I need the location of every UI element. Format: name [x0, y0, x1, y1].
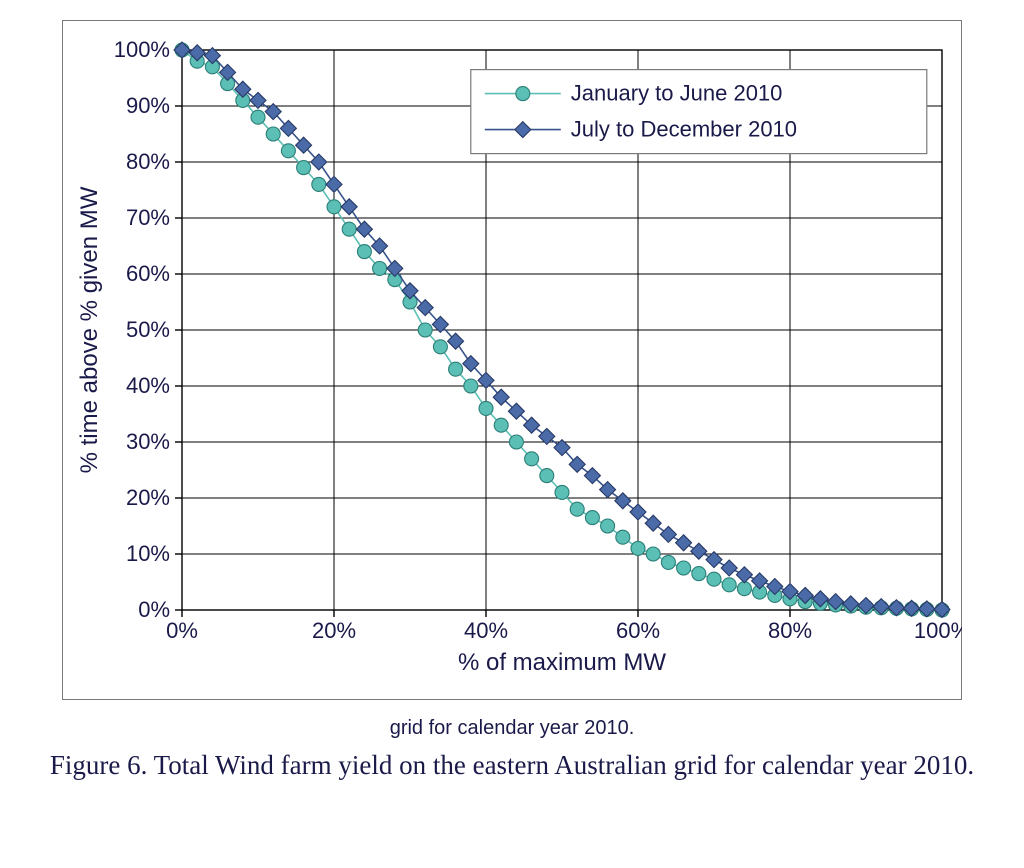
svg-text:50%: 50% [126, 317, 170, 342]
svg-text:January to June 2010: January to June 2010 [571, 81, 783, 106]
caption-fragment: grid for calendar year 2010. [390, 717, 635, 740]
svg-text:July to December 2010: July to December 2010 [571, 117, 797, 142]
svg-text:20%: 20% [312, 618, 356, 643]
svg-text:60%: 60% [616, 618, 660, 643]
duration-curve-chart: 0% 20% 40% 60% 80% 100% 0% 10% 20% 30% 40% 50% 60% 70… [62, 20, 962, 700]
svg-text:40%: 40% [126, 373, 170, 398]
svg-text:100%: 100% [114, 37, 170, 62]
svg-text:% of maximum MW: % of maximum MW [458, 649, 666, 676]
svg-text:60%: 60% [126, 261, 170, 286]
svg-text:0%: 0% [166, 618, 198, 643]
svg-text:20%: 20% [126, 485, 170, 510]
legend: January to June 2010 July to December 201… [471, 70, 927, 154]
svg-text:% time above % given MW: % time above % given MW [76, 186, 103, 473]
svg-text:30%: 30% [126, 429, 170, 454]
svg-text:10%: 10% [126, 541, 170, 566]
svg-text:0%: 0% [138, 597, 170, 622]
svg-text:100%: 100% [914, 618, 962, 643]
svg-text:90%: 90% [126, 93, 170, 118]
svg-text:80%: 80% [126, 149, 170, 174]
svg-text:80%: 80% [768, 618, 812, 643]
figure-caption: Figure 6. Total Wind farm yield on the e… [50, 750, 974, 781]
svg-text:40%: 40% [464, 618, 508, 643]
chart-container: 0% 20% 40% 60% 80% 100% 0% 10% 20% 30% 40% 50% 60% 70… [62, 20, 962, 705]
svg-text:70%: 70% [126, 205, 170, 230]
